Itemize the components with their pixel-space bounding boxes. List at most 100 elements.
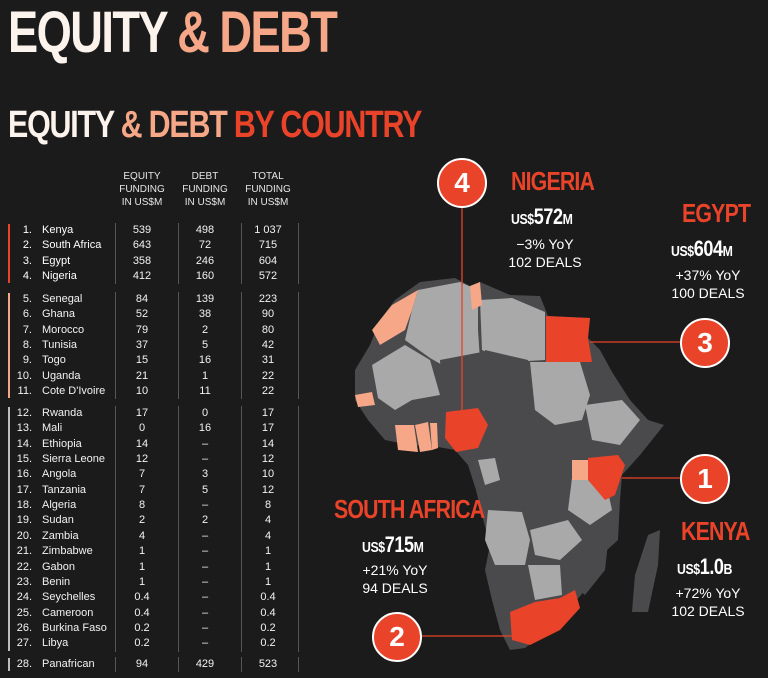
gabon-shape	[478, 458, 500, 485]
togo-shape	[430, 423, 438, 450]
row-rank: 24.	[16, 591, 32, 604]
row-total: 10	[261, 468, 275, 481]
column-header-total: TOTAL FUNDING IN US$M	[245, 171, 291, 208]
row-total: 715	[258, 239, 278, 252]
zambia-shape	[530, 520, 582, 560]
table-row: 14. Ethiopia 14 – 14	[0, 437, 300, 452]
row-country: Tunisia	[42, 339, 78, 352]
mali-shape	[372, 345, 440, 410]
column-separator	[298, 292, 299, 400]
row-debt: 2	[201, 514, 209, 527]
row-total: 223	[258, 293, 278, 305]
section-title: EQUITY & DEBT BY COUNTRY	[8, 104, 422, 146]
nigeria-label: NIGERIA	[511, 166, 595, 196]
nigeria-shape	[445, 408, 488, 452]
row-country: Zimbabwe	[42, 545, 93, 558]
column-separator	[178, 223, 179, 285]
row-equity: 7	[138, 483, 146, 496]
table-row: 26. Burkina Faso 0.2 – 0.2	[0, 621, 300, 636]
column-separator	[115, 406, 116, 652]
row-debt: 160	[195, 270, 215, 283]
egypt-amount: US$604M	[671, 236, 733, 261]
row-debt: –	[201, 621, 209, 634]
table-row: 28. Panafrican 94 429 523	[0, 657, 300, 672]
row-country: Cote D'Ivoire	[42, 385, 106, 398]
row-total: 0.2	[260, 621, 276, 634]
row-total: 90	[261, 308, 275, 321]
table-row: 13. Mali 0 16 17	[0, 421, 300, 436]
row-equity: 94	[135, 658, 149, 670]
table-row: 4. Nigeria 412 160 572	[0, 269, 300, 284]
south-africa-rank-badge: 2	[372, 612, 422, 662]
row-debt: 139	[195, 293, 215, 305]
kenya-deals: 102 DEALS	[671, 603, 745, 619]
egypt-rank-badge: 3	[680, 318, 730, 368]
table-row: 27. Libya 0.2 – 0.2	[0, 636, 300, 651]
angola-shape	[485, 510, 530, 565]
row-equity: 0.2	[134, 621, 150, 634]
table-row: 9. Togo 15 16 31	[0, 353, 300, 368]
column-separator	[178, 292, 179, 400]
row-country: Sierra Leone	[42, 453, 105, 466]
row-country: Angola	[42, 468, 77, 481]
row-country: Libya	[42, 637, 69, 650]
cote-divoire-shape	[395, 425, 418, 452]
row-rank: 27.	[16, 637, 32, 650]
row-equity: 4	[138, 529, 146, 542]
row-equity: 412	[132, 270, 152, 283]
south-africa-deals: 94 DEALS	[362, 580, 428, 596]
row-rank: 15.	[16, 453, 32, 466]
row-country: Kenya	[42, 224, 74, 236]
table-row: 15. Sierra Leone 12 – 12	[0, 452, 300, 467]
row-country: Togo	[42, 354, 66, 367]
column-separator	[178, 406, 179, 652]
row-total: 572	[258, 270, 278, 283]
table-row: 17. Tanzania 7 5 12	[0, 483, 300, 498]
egypt-deals: 100 DEALS	[671, 285, 745, 301]
row-rank: 3.	[22, 254, 32, 267]
table-row: 18. Algeria 8 – 8	[0, 498, 300, 513]
row-debt: 2	[201, 323, 209, 336]
row-debt: 429	[195, 658, 215, 670]
row-rank: 10.	[16, 369, 32, 382]
row-equity: 0.4	[134, 591, 150, 604]
morocco-shape	[372, 290, 418, 345]
south-africa-label: SOUTH AFRICA	[334, 494, 485, 524]
row-debt: 246	[195, 254, 215, 267]
row-rank: 26.	[16, 621, 32, 634]
mozambique-shape	[572, 525, 610, 595]
south-africa-yoy: +21% YoY	[362, 562, 428, 578]
row-rank: 11.	[17, 385, 32, 398]
row-debt: 5	[201, 483, 209, 496]
row-country: Mali	[42, 422, 63, 435]
row-debt: –	[201, 437, 209, 450]
row-rank: 21.	[16, 545, 32, 558]
tier-bar	[8, 293, 10, 399]
row-rank: 2.	[22, 239, 32, 252]
row-rank: 1.	[22, 224, 32, 236]
south-africa-amount: US$715M	[362, 532, 424, 557]
row-total: 1	[264, 545, 272, 558]
row-country: Sudan	[42, 514, 74, 527]
row-debt: –	[201, 499, 209, 512]
row-equity: 8	[138, 499, 146, 512]
row-rank: 25.	[16, 606, 32, 619]
row-debt: –	[201, 575, 209, 588]
row-rank: 28.	[16, 658, 32, 670]
row-equity: 358	[132, 254, 152, 267]
south-africa-shape	[510, 590, 580, 645]
row-country: Uganda	[42, 369, 81, 382]
table-row: 25. Cameroon 0.4 – 0.4	[0, 606, 300, 621]
ghana-shape	[415, 422, 432, 452]
row-equity: 21	[135, 369, 149, 382]
page-title: EQUITY & DEBT	[8, 0, 338, 65]
row-country: Algeria	[42, 499, 77, 512]
row-rank: 14.	[16, 437, 32, 450]
egypt-shape	[546, 316, 592, 362]
row-total: 12	[261, 453, 275, 466]
row-debt: 3	[201, 468, 209, 481]
table-row: 12. Rwanda 17 0 17	[0, 406, 300, 421]
table-row: 22. Gabon 1 – 1	[0, 560, 300, 575]
nigeria-amount: US$572M	[511, 204, 573, 229]
table-row: 7. Morocco 79 2 80	[0, 323, 300, 338]
